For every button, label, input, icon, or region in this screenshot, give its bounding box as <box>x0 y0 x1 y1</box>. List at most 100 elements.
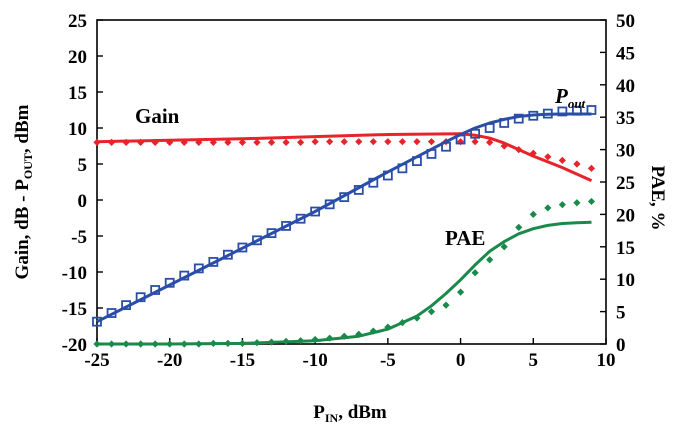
pae-data-point <box>398 319 406 327</box>
pout-data-point <box>92 316 102 327</box>
pout-data-point <box>121 300 131 311</box>
y-left-axis-title: Gain, dB - POUT, dBm <box>12 104 35 279</box>
pae-data-point <box>529 210 537 218</box>
pae-data-point <box>166 340 174 348</box>
y-right-tick-label: 50 <box>616 11 635 32</box>
y-right-tick-label: 0 <box>616 335 626 356</box>
y-right-tick-label: 20 <box>616 205 635 226</box>
gain-data-point <box>238 138 247 146</box>
pae-data-point <box>471 269 479 277</box>
pout-data-point <box>542 108 553 119</box>
series-layer <box>92 105 597 348</box>
pout-data-point <box>382 170 393 181</box>
gain-data-point <box>137 138 145 146</box>
pout-data-point <box>208 257 219 267</box>
pae-data-point <box>209 339 217 347</box>
pout-data-point <box>368 177 379 188</box>
pout-data-point <box>484 123 495 133</box>
y-left-tick-label: 15 <box>68 83 87 104</box>
x-tick-label: -15 <box>230 350 255 371</box>
pout-data-point <box>339 192 350 203</box>
pae-data-point <box>326 334 334 342</box>
gain-data-point <box>500 142 508 150</box>
pout-data-point <box>179 270 190 281</box>
pae-data-point <box>253 339 261 347</box>
pae-data-point <box>151 340 159 348</box>
y-left-tick-label: -10 <box>62 263 87 284</box>
x-tick-label: -25 <box>84 350 109 371</box>
pae-data-point <box>297 337 305 345</box>
pout-data-point <box>222 249 233 260</box>
gain-annotation: Gain <box>135 104 180 128</box>
gain-data-point <box>427 138 436 146</box>
pout-annotation: Pout <box>554 84 586 111</box>
y-left-tick-label: 0 <box>78 191 88 212</box>
gain-data-point <box>413 138 421 146</box>
pae-data-point <box>340 332 348 340</box>
pae-data-point <box>195 340 203 348</box>
pae-data-point <box>442 301 450 309</box>
pae-data-point <box>486 256 494 264</box>
pae-data-point <box>107 340 116 348</box>
x-tick-label: -5 <box>380 350 396 371</box>
plot-frame <box>96 19 607 345</box>
pae-data-point <box>180 340 188 348</box>
y-left-tick-label: 5 <box>78 155 88 176</box>
pae-data-point <box>137 340 145 348</box>
pout-data-point <box>164 277 175 288</box>
pout-data-point <box>572 105 582 116</box>
gain-data-point <box>151 138 159 146</box>
x-tick-label: -10 <box>302 350 327 371</box>
pae-data-point <box>311 335 319 344</box>
pout-data-point <box>106 308 117 318</box>
pout-data-point <box>310 206 321 217</box>
pout-data-point <box>397 163 408 174</box>
gain-data-point <box>587 164 596 172</box>
y-left-tick-label: -5 <box>71 227 87 248</box>
gain-data-point <box>166 138 174 146</box>
pout-data-point <box>193 263 204 274</box>
y-left-tick-label: -15 <box>62 299 87 320</box>
y-right-tick-label: 25 <box>616 173 635 194</box>
gain-data-point <box>355 138 363 146</box>
x-tick-label: 0 <box>456 350 466 371</box>
pae-data-point <box>427 308 436 316</box>
axes-layer: -25 -20 -15 -10 -5 0 5 10-20-15-10-505101520250… <box>62 11 635 371</box>
y-left-tick-label: 25 <box>68 11 87 32</box>
y-right-tick-label: 35 <box>616 108 635 129</box>
pae-data-point <box>355 330 363 338</box>
pae-data-point <box>500 243 508 251</box>
x-tick-label: -20 <box>157 350 182 371</box>
gain-data-point <box>311 138 319 146</box>
pae-data-point <box>515 223 523 231</box>
y-right-tick-label: 15 <box>616 238 635 259</box>
gain-data-point <box>340 138 348 146</box>
pout-data-point <box>266 228 277 239</box>
pae-data-point <box>384 323 392 331</box>
gain-data-point <box>93 138 101 146</box>
pout-data-point <box>441 141 451 152</box>
pout-data-point <box>281 221 291 231</box>
pae-data-point <box>573 199 581 207</box>
y-right-tick-label: 40 <box>616 76 635 97</box>
y-right-tick-label: 45 <box>616 43 635 64</box>
gain-data-point <box>544 153 552 161</box>
pae-data-point <box>93 340 101 348</box>
pae-annotation: PAE <box>445 226 485 250</box>
gain-data-point <box>573 160 581 168</box>
pout-data-point <box>237 242 248 253</box>
pout-data-point <box>295 213 306 224</box>
pout-data-point <box>252 235 262 246</box>
pae-data-point <box>267 338 276 346</box>
pae-data-point <box>558 201 566 209</box>
y-right-tick-label: 10 <box>616 270 635 291</box>
pout-data-point <box>499 118 510 128</box>
pout-data-point <box>586 105 597 115</box>
pae-data-point <box>413 314 421 322</box>
pae-data-point <box>224 339 232 347</box>
gain-data-point <box>297 138 305 146</box>
gain-data-point <box>486 138 494 146</box>
gain-data-point <box>529 149 537 157</box>
gain-data-point <box>282 138 290 146</box>
